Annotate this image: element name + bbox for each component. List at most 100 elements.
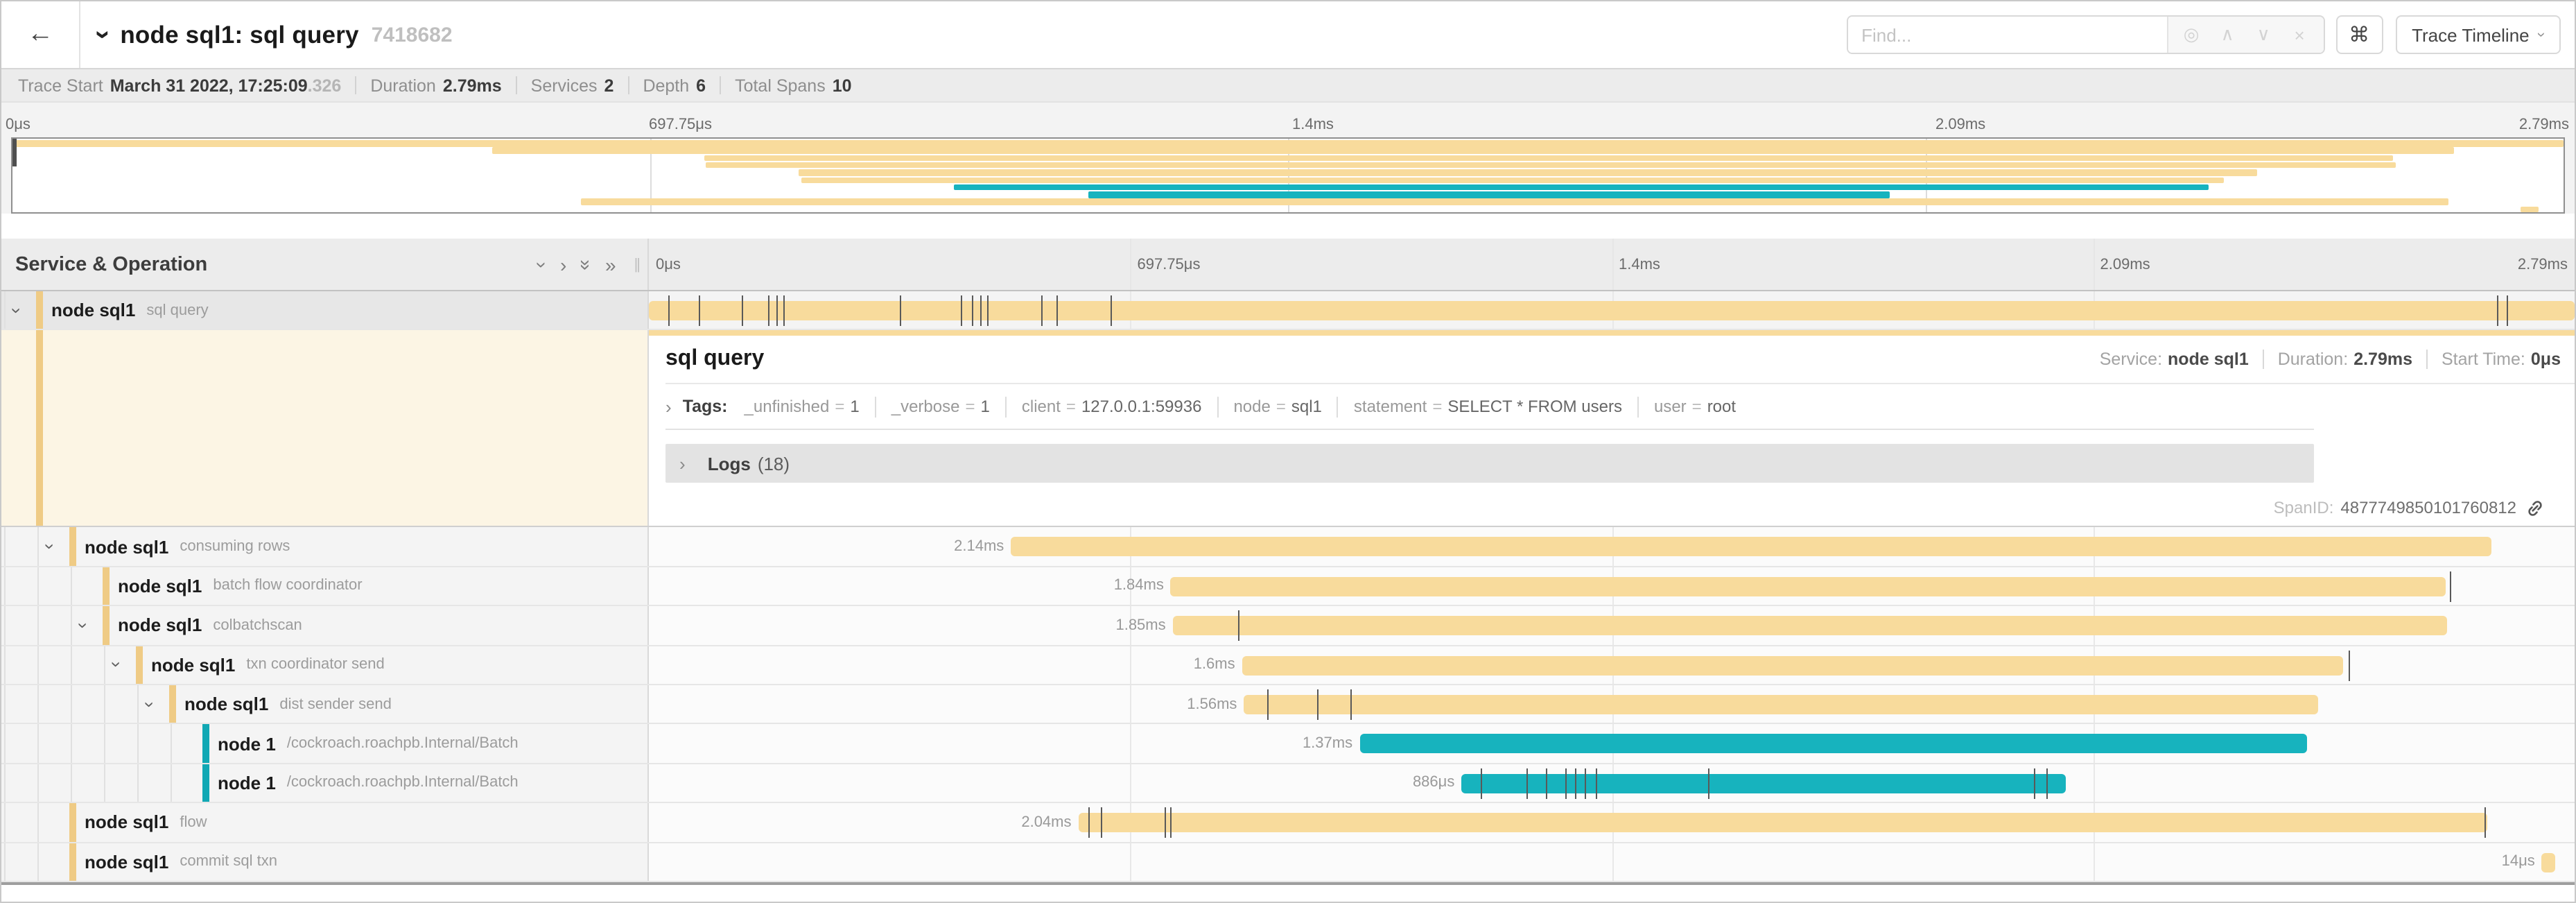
ruler-tick-label: 697.75μs — [649, 117, 712, 133]
back-button[interactable]: ← — [1, 1, 80, 68]
indent-guide — [37, 527, 39, 566]
span-timeline-cell[interactable]: 1.85ms — [647, 606, 2575, 645]
minimap-span-bar — [798, 169, 2258, 176]
view-options-dropdown[interactable]: Trace Timeline › — [2395, 15, 2561, 54]
summary-value: 10 — [832, 76, 852, 95]
tag-list: _unfinished = 1 _verbose = 1 client = 127.0.0.1:… — [745, 396, 1736, 418]
ruler-tick-label: 1.4ms — [1619, 256, 1660, 273]
indent-guide — [137, 764, 139, 802]
span-bar[interactable] — [1170, 576, 2446, 596]
span-bar[interactable] — [1011, 537, 2492, 557]
tag-key: _verbose — [891, 397, 960, 417]
span-bar[interactable] — [1244, 694, 2319, 714]
span-timeline-cell[interactable]: 14μs — [647, 843, 2575, 881]
find-target-icon[interactable]: ◎ — [2176, 24, 2207, 46]
chevron-down-icon[interactable]: › — [40, 543, 61, 550]
span-timeline-cell[interactable]: 1.6ms — [647, 646, 2575, 684]
collapse-trace-header-icon[interactable]: › — [87, 30, 119, 40]
span-detail-left-cell — [1, 330, 647, 526]
timeline-minimap[interactable] — [11, 137, 2565, 214]
span-service-name: node sql1 — [184, 694, 269, 715]
span-timeline-cell[interactable]: 886μs — [647, 764, 2575, 802]
chevron-down-icon[interactable]: › — [6, 307, 28, 313]
collapse-one-icon[interactable]: › — [532, 255, 554, 274]
logs-toggle-row[interactable]: › Logs (18) — [665, 444, 2314, 483]
log-tick — [1056, 295, 1059, 326]
span-service-name: node sql1 — [85, 811, 169, 833]
find-input[interactable] — [1847, 17, 2167, 53]
ruler-tick-label: 1.4ms — [1292, 117, 1334, 133]
find-next-icon[interactable]: ∨ — [2248, 24, 2279, 46]
summary-label: Services — [530, 76, 598, 95]
indent-guide — [4, 527, 6, 566]
column-resizer[interactable]: || — [634, 256, 641, 273]
span-bar[interactable] — [1078, 813, 2488, 833]
span-name-cell[interactable]: node sql1 batch flow coordinator — [1, 567, 647, 605]
minimap-span-bar — [12, 140, 2564, 147]
span-duration-label: 886μs — [1412, 774, 1455, 791]
span-name-cell[interactable]: › node sql1 sql query — [1, 291, 647, 329]
tag-item: user = root — [1654, 397, 1736, 417]
minimap-drag-handle[interactable] — [12, 139, 17, 166]
span-duration-label: 1.37ms — [1302, 735, 1353, 752]
span-row: › node sql1 txn coordinator send 1.6ms — [1, 646, 2575, 685]
span-duration-label: 2.14ms — [954, 538, 1004, 556]
log-tick — [1170, 807, 1172, 839]
log-tick — [2349, 650, 2351, 681]
indent-guide — [104, 764, 105, 802]
span-bar[interactable] — [649, 301, 2575, 320]
tag-equals: = — [965, 397, 975, 417]
span-bar[interactable] — [1242, 655, 2344, 676]
span-bar[interactable] — [1172, 616, 2448, 636]
span-timeline-cell[interactable]: 1.37ms — [647, 724, 2575, 763]
span-name-cell[interactable]: node sql1 commit sql txn — [1, 843, 647, 881]
span-timeline-cell[interactable]: 1.84ms — [647, 567, 2575, 605]
tag-equals: = — [1065, 397, 1076, 417]
tags-toggle-row[interactable]: › Tags: _unfinished = 1 _verbose = 1 client = 12… — [665, 385, 2314, 431]
command-icon: ⌘ — [2349, 24, 2370, 47]
find-clear-icon[interactable]: × — [2284, 24, 2315, 45]
chevron-down-icon[interactable]: › — [73, 622, 94, 629]
span-name-cell[interactable]: node 1/cockroach.roachpb.Internal/Batch — [1, 764, 647, 802]
span-timeline-cell[interactable]: 2.04ms — [647, 803, 2575, 842]
log-tick — [1526, 768, 1529, 799]
deep-link-icon[interactable] — [2526, 499, 2544, 517]
span-accent — [103, 606, 110, 645]
indent-guide — [37, 567, 39, 605]
find-prev-icon[interactable]: ∧ — [2212, 24, 2243, 46]
expand-all-icon[interactable]: » — [598, 255, 623, 274]
span-bar[interactable] — [1359, 734, 2307, 754]
logs-label: Logs — [707, 453, 751, 474]
span-name-cell[interactable]: node sql1 flow — [1, 803, 647, 842]
span-duration-label: 14μs — [2501, 853, 2535, 870]
span-service-name: node sql1 — [118, 575, 202, 596]
timeline-column-header: 0μs 697.75μs 1.4ms 2.09ms 2.79ms — [647, 239, 2575, 290]
span-rows: › node sql1 sql query sql query Service: no… — [1, 291, 2575, 882]
tag-key: statement — [1353, 397, 1427, 417]
summary-item: Trace Start March 31 2022, 17:25:09.326 — [18, 76, 341, 95]
chevron-down-icon[interactable]: › — [139, 700, 161, 707]
tag-item: _unfinished = 1 — [745, 397, 860, 417]
span-name-cell[interactable]: › node sql1 consuming rows — [1, 527, 647, 566]
expand-one-icon[interactable]: › — [553, 255, 573, 274]
log-tick — [1316, 689, 1319, 720]
span-timeline-cell[interactable] — [647, 291, 2575, 329]
span-bar[interactable] — [2541, 852, 2556, 872]
indent-guide — [4, 724, 6, 763]
indent-guide — [4, 606, 6, 645]
span-timeline-cell[interactable]: 1.56ms — [647, 685, 2575, 723]
span-name-cell[interactable]: › node sql1 txn coordinator send — [1, 646, 647, 684]
collapse-all-icon[interactable]: » — [573, 255, 598, 274]
chevron-down-icon: › — [2533, 32, 2550, 37]
span-name-cell[interactable]: node 1/cockroach.roachpb.Internal/Batch — [1, 724, 647, 763]
span-name-cell[interactable]: › node sql1 colbatchscan — [1, 606, 647, 645]
chevron-down-icon[interactable]: › — [106, 662, 128, 668]
keyboard-shortcuts-button[interactable]: ⌘ — [2335, 15, 2383, 54]
trace-id: 7418682 — [371, 23, 453, 46]
span-timeline-cell[interactable]: 2.14ms — [647, 527, 2575, 566]
span-detail-title-row: sql query Service: node sql1 Duration: 2.79… — [665, 336, 2575, 385]
indent-guide — [71, 685, 72, 723]
span-bar[interactable] — [1461, 773, 2066, 793]
span-name-cell[interactable]: › node sql1 dist sender send — [1, 685, 647, 723]
gridline — [1130, 646, 1132, 684]
